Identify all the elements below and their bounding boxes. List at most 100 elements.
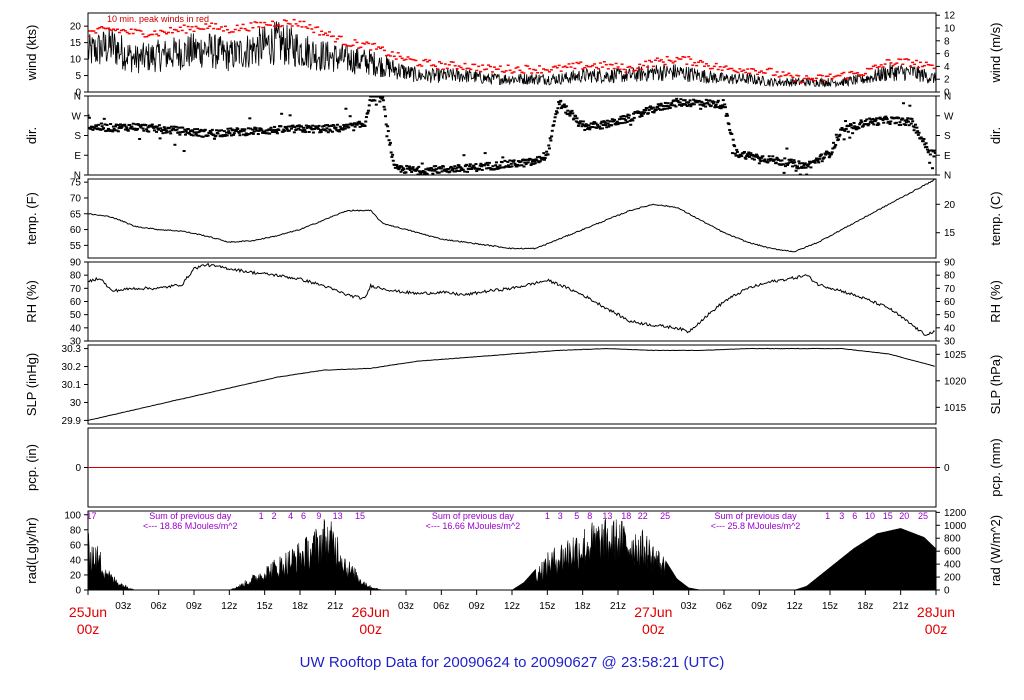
left-tick-label-temp: 55 xyxy=(70,241,82,252)
wind-direction-mark xyxy=(472,164,476,167)
wind-direction-mark xyxy=(144,124,148,127)
wind-direction-mark xyxy=(236,128,240,131)
left-tick-label-rad: 80 xyxy=(70,525,82,536)
wind-direction-mark xyxy=(730,133,734,136)
wind-direction-mark xyxy=(194,132,198,135)
wind-direction-mark xyxy=(927,149,931,152)
wind-direction-mark xyxy=(554,113,558,116)
wind-direction-mark xyxy=(652,111,656,114)
wind-direction-mark xyxy=(805,173,809,175)
left-tick-label-wind: 10 xyxy=(70,55,82,66)
wind-direction-mark xyxy=(581,120,585,123)
wind-direction-mark xyxy=(130,125,134,128)
wind-direction-mark xyxy=(894,121,898,124)
wind-direction-mark xyxy=(670,102,674,105)
wind-direction-mark xyxy=(384,123,388,126)
wind-direction-mark xyxy=(600,127,604,130)
wind-direction-mark xyxy=(840,126,844,129)
wind-direction-mark xyxy=(134,123,138,126)
wind-direction-mark xyxy=(485,161,489,164)
wind-direction-mark xyxy=(581,123,585,126)
wind-direction-mark xyxy=(849,124,853,127)
wind-direction-mark xyxy=(102,127,106,130)
wind-direction-mark xyxy=(88,116,91,119)
wind-direction-mark xyxy=(480,168,484,171)
wind-direction-mark xyxy=(575,117,579,120)
wind-direction-mark xyxy=(357,120,361,123)
wind-direction-mark xyxy=(353,125,357,128)
wind-direction-mark xyxy=(335,123,339,126)
wind-direction-mark xyxy=(279,125,283,128)
wind-direction-mark xyxy=(752,158,756,161)
wind-direction-mark xyxy=(920,137,924,140)
wind-direction-mark xyxy=(428,169,432,172)
wind-direction-mark xyxy=(869,118,873,121)
wind-direction-mark xyxy=(91,128,95,131)
wind-direction-mark xyxy=(568,114,572,117)
wind-direction-mark xyxy=(793,164,797,167)
left-tick-label-rh: 40 xyxy=(70,323,82,334)
wind-direction-mark xyxy=(275,130,279,133)
wind-direction-mark xyxy=(776,158,780,161)
wind-direction-mark xyxy=(824,153,828,156)
wind-direction-mark xyxy=(499,166,503,169)
wind-direction-mark xyxy=(408,168,412,171)
wind-direction-mark xyxy=(540,158,544,161)
x-tick-label: 03z xyxy=(115,601,131,612)
right-tick-label-dir: N xyxy=(944,171,951,182)
wind-direction-mark xyxy=(220,129,224,132)
rad-hour-mark: 1 xyxy=(825,511,830,521)
wind-direction-mark xyxy=(641,111,645,114)
wind-direction-mark xyxy=(102,117,106,120)
wind-direction-mark xyxy=(756,155,760,158)
wind-direction-mark xyxy=(191,129,195,132)
wind-direction-mark xyxy=(889,120,893,123)
wind-direction-mark xyxy=(229,127,233,130)
wind-direction-mark xyxy=(437,167,441,170)
wind-direction-mark xyxy=(298,128,302,131)
rad-hour-mark: 6 xyxy=(301,511,306,521)
wind-direction-mark xyxy=(449,165,453,168)
wind-direction-mark xyxy=(222,130,226,133)
wind-direction-mark xyxy=(287,125,291,128)
wind-direction-mark xyxy=(786,163,790,166)
wind-direction-mark xyxy=(175,128,179,131)
wind-direction-mark xyxy=(94,125,98,128)
wind-direction-mark xyxy=(933,149,936,152)
wind-direction-mark xyxy=(241,133,245,136)
left-tick-label-wind: 15 xyxy=(70,38,82,49)
right-tick-label-rh: 30 xyxy=(944,337,956,348)
right-tick-label-slp: 1025 xyxy=(944,350,967,361)
wind-direction-mark xyxy=(636,112,640,115)
wind-direction-mark xyxy=(708,99,712,102)
panel-rad: rad(Lgly/hr) rad (W/m^2)02040608010002004… xyxy=(24,508,1003,597)
panels-layer: wind (kts) wind (m/s)0510152002468101210 … xyxy=(24,11,1003,597)
wind-direction-mark xyxy=(157,128,161,131)
wind-direction-mark xyxy=(803,162,807,165)
wind-direction-mark xyxy=(612,120,616,123)
wind-direction-mark xyxy=(393,166,397,169)
x-tick-label: 15z xyxy=(822,601,838,612)
wind-direction-mark xyxy=(302,126,306,129)
wind-direction-mark xyxy=(657,107,661,110)
panel-slp: SLP (inHg) SLP (hPa) 29.9 30 30.1 30.2 30.3 101… xyxy=(24,344,1003,427)
wind-direction-mark xyxy=(555,110,559,113)
wind-direction-mark xyxy=(853,125,857,128)
wind-direction-mark xyxy=(196,128,200,131)
wind-direction-mark xyxy=(678,101,682,104)
wind-direction-mark xyxy=(310,128,314,131)
wind-direction-mark xyxy=(169,132,173,135)
right-tick-label-rad: 0 xyxy=(944,586,950,597)
wind-direction-mark xyxy=(763,158,767,161)
wind-direction-mark xyxy=(530,162,534,165)
rad-hour-mark: 4 xyxy=(288,511,293,521)
wind-direction-mark xyxy=(285,127,289,130)
rad-hour-mark: 25 xyxy=(660,511,670,521)
rad-hour-mark: 22 xyxy=(638,511,648,521)
wind-direction-mark xyxy=(543,157,547,160)
wind-direction-mark xyxy=(174,125,178,128)
wind-direction-mark xyxy=(780,159,784,162)
wind-direction-mark xyxy=(797,160,801,163)
wind-direction-mark xyxy=(398,166,402,169)
wind-direction-mark xyxy=(782,171,786,174)
